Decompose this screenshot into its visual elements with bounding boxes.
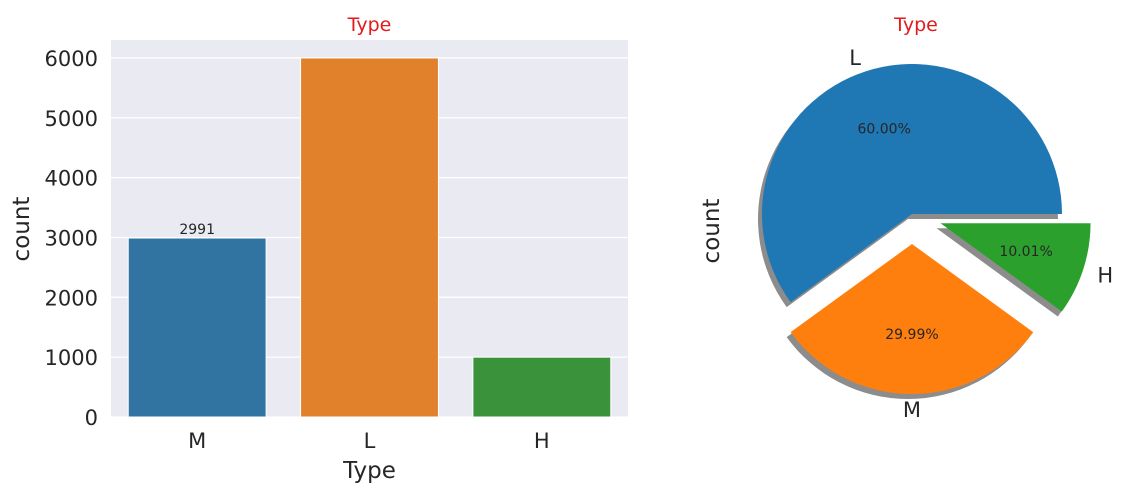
x-tick-label: L [364,429,376,453]
bar-L [300,57,439,418]
x-tick-label: M [188,429,206,453]
pie-chart-title: Type [893,14,938,36]
pie-y-axis-label: count [699,199,725,264]
pie-slices [762,64,1091,394]
pie-slice-L [762,64,1062,303]
bar-data-labels: 2991 [179,222,215,238]
y-tick-label: 0 [85,406,98,430]
pie-slice-label: M [903,398,921,422]
pie-labels: L 60.00% M 29.99% H 10.01% [849,46,1113,422]
pie-pct-label: 29.99% [885,327,938,343]
bar-H [472,356,612,418]
pie-slice-label: H [1097,263,1113,287]
pie-slice-H [940,223,1091,312]
y-tick-label: 1000 [45,346,98,370]
pie-pct-label: 60.00% [857,121,910,137]
bar-y-tick-labels: 0 1000 2000 3000 4000 5000 6000 [45,47,98,430]
bar-M [127,237,267,418]
y-tick-label: 5000 [45,107,98,131]
bar-y-axis-label: count [9,197,35,262]
bar-x-axis-label: Type [342,458,396,484]
pie-slice-M [790,244,1034,394]
x-tick-label: H [534,429,550,453]
y-tick-label: 4000 [45,167,98,191]
bar-data-label: 2991 [179,222,215,238]
y-tick-label: 2000 [45,286,98,310]
y-tick-label: 3000 [45,226,98,250]
y-tick-label: 6000 [45,47,98,71]
pie-pct-label: 10.01% [999,244,1052,260]
bar-chart-title: Type [347,14,392,36]
pie-chart: L 60.00% M 29.99% H 10.01% Type count [699,14,1113,422]
bar-marks [127,57,612,418]
pie-slice-label: L [849,46,861,70]
